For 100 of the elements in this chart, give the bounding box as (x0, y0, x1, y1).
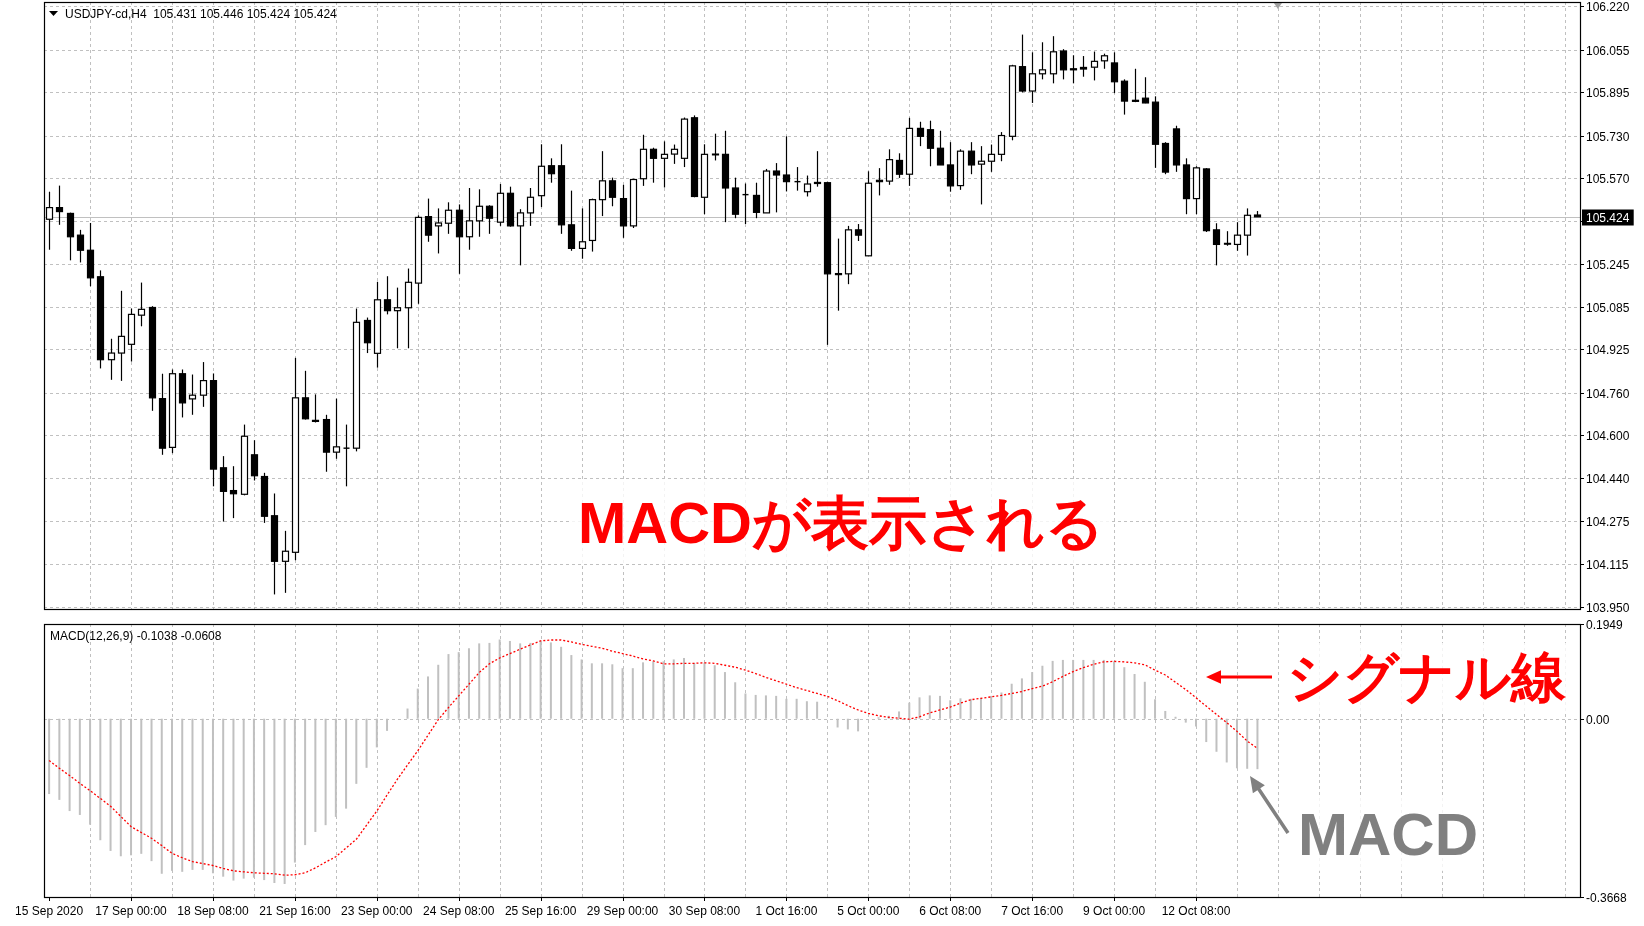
candlestick (885, 148, 894, 186)
ref-line-label: 105.424 (1586, 210, 1630, 225)
candlestick (188, 373, 197, 416)
y-tick-label: 103.950 (1586, 600, 1630, 615)
candlestick (987, 143, 996, 173)
candlestick (66, 212, 75, 261)
candlestick (1069, 54, 1078, 84)
candlestick (1038, 41, 1047, 80)
bar (611, 664, 614, 719)
bar (1164, 710, 1167, 719)
candlestick (342, 423, 351, 487)
candlestick (803, 174, 812, 198)
x-tick-label: 5 Oct 00:00 (837, 904, 900, 918)
candlestick (1090, 50, 1099, 82)
candlestick (1120, 78, 1129, 116)
x-tick-label: 25 Sep 16:00 (504, 904, 577, 918)
y-tick-label: 105.570 (1586, 171, 1630, 186)
candlestick (926, 120, 935, 167)
candlestick (137, 281, 146, 327)
candlestick (834, 238, 843, 312)
y-tick-label: 104.440 (1586, 471, 1630, 486)
candlestick (782, 135, 791, 193)
x-tick-label: 17 Sep 00:00 (95, 904, 168, 918)
x-tick-label: 1 Oct 16:00 (755, 904, 818, 918)
candlestick (1212, 222, 1221, 266)
y-tick-label: 106.055 (1586, 43, 1630, 58)
candlestick (444, 201, 453, 235)
candlestick (465, 187, 474, 251)
bar (1061, 659, 1064, 719)
bar (959, 698, 962, 719)
y-tick-label: 104.760 (1586, 386, 1630, 401)
bar (570, 655, 573, 719)
y-tick-label: 106.220 (1586, 0, 1630, 14)
y-tick-label: -0.3668 (1586, 890, 1628, 905)
candlestick (1141, 76, 1150, 104)
bar (642, 662, 645, 719)
bar (406, 708, 409, 719)
candlestick (578, 207, 587, 260)
x-tick-label: 12 Oct 08:00 (1161, 904, 1231, 918)
candlestick (107, 338, 116, 381)
candlestick (424, 197, 433, 243)
candlestick (772, 162, 781, 213)
y-tick-label: 104.115 (1586, 557, 1629, 572)
candlestick (1110, 51, 1119, 94)
candlestick (363, 316, 372, 354)
bar (467, 648, 470, 719)
candlestick (311, 393, 320, 424)
bar (508, 640, 511, 719)
y-tick-label: 105.085 (1586, 300, 1630, 315)
candlestick (813, 150, 822, 188)
bar (437, 664, 440, 719)
candlestick (1059, 48, 1068, 80)
bar (1133, 674, 1136, 719)
chart-title: USDJPY-cd,H4 105.431 105.446 105.424 105.424 (65, 7, 338, 21)
candlestick (383, 275, 392, 315)
candlestick (393, 287, 402, 349)
x-tick-label: 9 Oct 00:00 (1083, 904, 1146, 918)
candlestick (332, 398, 341, 460)
candlestick (117, 290, 126, 382)
y-tick-label: 105.895 (1586, 85, 1630, 100)
y-tick-label: 105.245 (1586, 257, 1630, 272)
candlestick (895, 152, 904, 179)
y-tick-label: 105.730 (1586, 129, 1630, 144)
candlestick (1131, 68, 1140, 103)
legend-label: シグナル線 (1287, 646, 1567, 708)
x-tick-label: 18 Sep 08:00 (177, 904, 249, 918)
candlestick (475, 188, 484, 238)
candlestick (229, 465, 238, 519)
bar (754, 694, 757, 719)
candlestick (199, 361, 208, 408)
annotation: MACDが表示される (578, 490, 1104, 555)
bar (928, 695, 931, 719)
y-tick-label: 0.00 (1586, 712, 1610, 727)
candlestick (55, 185, 64, 226)
candlestick (660, 140, 669, 189)
y-tick-label: 0.1949 (1586, 617, 1624, 632)
candlestick (916, 121, 925, 147)
x-tick-label: 23 Sep 00:00 (341, 904, 413, 918)
candlestick (547, 157, 556, 184)
y-tick-label: 104.925 (1586, 342, 1630, 357)
x-tick-label: 21 Sep 16:00 (259, 904, 331, 918)
y-tick-label: 104.275 (1586, 514, 1630, 529)
candlestick (1049, 35, 1058, 84)
candlestick (1028, 51, 1037, 104)
candlestick (250, 439, 259, 482)
x-tick-label: 15 Sep 2020 (15, 904, 84, 918)
candlestick (281, 530, 290, 594)
candlestick (598, 150, 607, 217)
candlestick (219, 455, 228, 523)
candlestick (76, 229, 85, 264)
chart-title: MACD(12,26,9) -0.1038 -0.0608 (50, 629, 222, 643)
x-tick-label: 24 Sep 08:00 (423, 904, 495, 918)
bar (816, 701, 819, 719)
candlestick (1233, 221, 1242, 252)
candlestick (434, 207, 443, 255)
x-tick-label: 30 Sep 08:00 (668, 904, 741, 918)
candlestick (977, 145, 986, 206)
candlestick (608, 177, 617, 207)
x-tick-label: 6 Oct 08:00 (919, 904, 982, 918)
candlestick (516, 208, 525, 266)
